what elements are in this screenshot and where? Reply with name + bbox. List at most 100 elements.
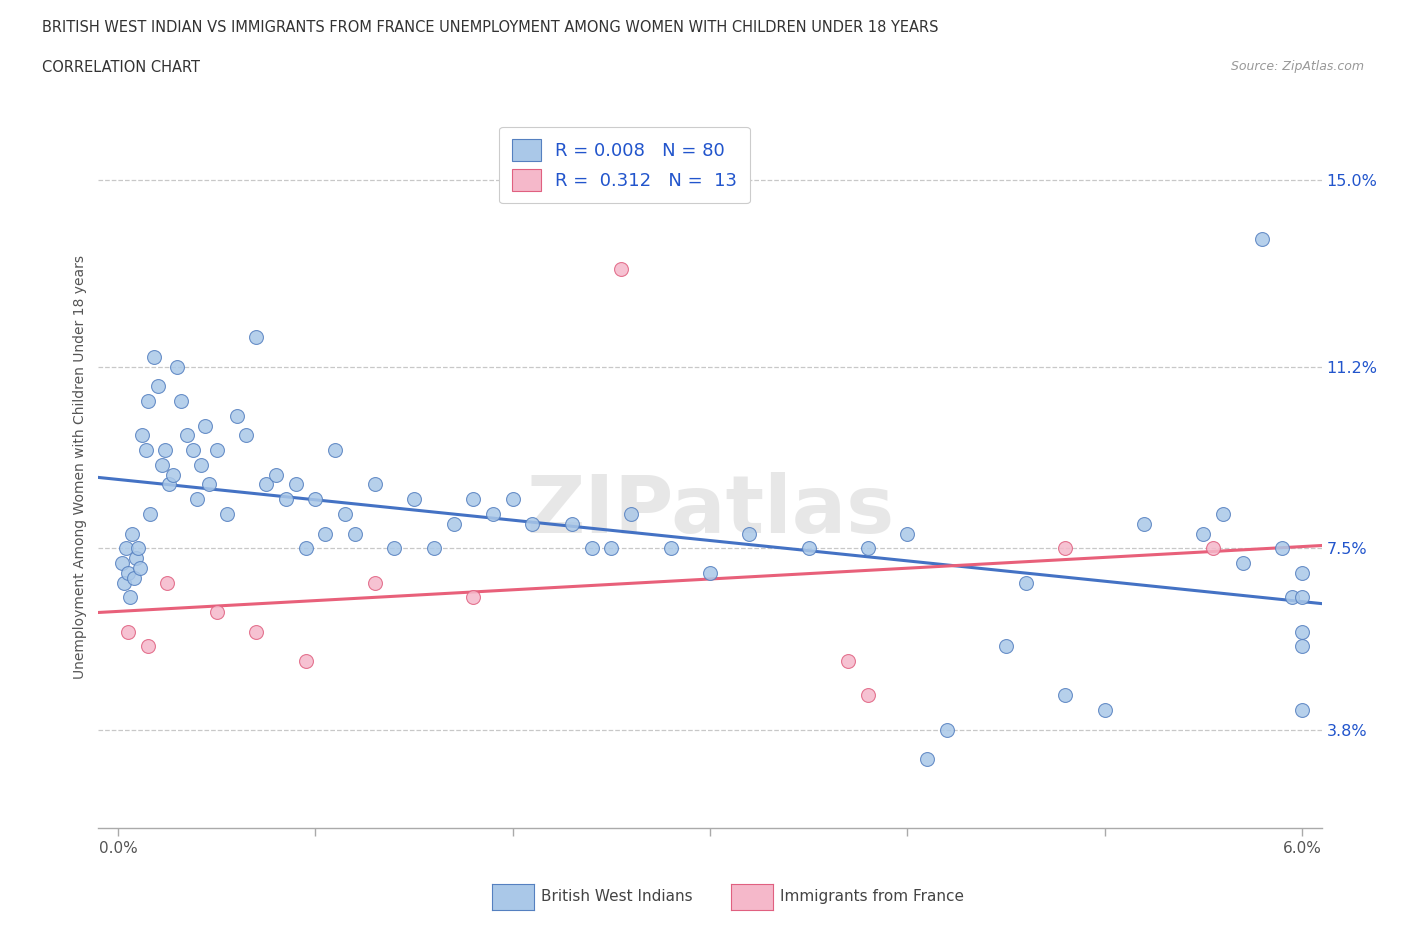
Point <box>363 477 385 492</box>
Point <box>194 418 217 433</box>
Point <box>205 443 228 458</box>
Point <box>896 526 918 541</box>
Point <box>333 507 356 522</box>
Point <box>502 492 524 507</box>
Point <box>146 379 169 394</box>
Y-axis label: Unemployment Among Women with Children Under 18 years: Unemployment Among Women with Children U… <box>73 256 87 679</box>
Point <box>1015 575 1038 590</box>
Point <box>215 507 238 522</box>
Point <box>135 443 157 458</box>
Point <box>155 443 177 458</box>
Point <box>463 590 485 604</box>
Point <box>176 428 198 443</box>
Point <box>181 443 204 458</box>
Point <box>797 540 820 555</box>
Point <box>404 492 426 507</box>
Point <box>274 492 297 507</box>
Point <box>323 443 346 458</box>
Point <box>1291 590 1313 604</box>
Point <box>423 540 446 555</box>
Point <box>198 477 221 492</box>
Point <box>128 561 150 576</box>
Point <box>1212 507 1234 522</box>
Point <box>131 428 153 443</box>
Legend: R = 0.008   N = 80, R =  0.312   N =  13: R = 0.008 N = 80, R = 0.312 N = 13 <box>499 126 749 204</box>
Point <box>1232 555 1254 570</box>
Point <box>382 540 405 555</box>
Text: Source: ZipAtlas.com: Source: ZipAtlas.com <box>1230 60 1364 73</box>
Point <box>111 555 134 570</box>
Point <box>935 723 957 737</box>
Point <box>284 477 307 492</box>
Point <box>138 507 160 522</box>
Point <box>294 540 316 555</box>
Point <box>142 350 165 365</box>
Point <box>314 526 336 541</box>
Point <box>482 507 505 522</box>
Text: ZIPatlas: ZIPatlas <box>526 472 894 550</box>
Point <box>136 639 159 654</box>
Point <box>125 551 148 565</box>
Point <box>856 540 879 555</box>
Point <box>245 624 267 639</box>
Point <box>127 540 149 555</box>
Point <box>738 526 761 541</box>
Point <box>1054 688 1077 703</box>
Text: CORRELATION CHART: CORRELATION CHART <box>42 60 200 75</box>
Point <box>186 492 208 507</box>
Point <box>1281 590 1303 604</box>
Point <box>620 507 643 522</box>
Point <box>166 359 188 374</box>
Point <box>1133 516 1156 531</box>
Point <box>1271 540 1294 555</box>
Point <box>600 540 623 555</box>
Point <box>856 688 879 703</box>
Point <box>1291 565 1313 580</box>
Point <box>581 540 603 555</box>
Point <box>1291 702 1313 717</box>
Point <box>994 639 1017 654</box>
Point <box>304 492 326 507</box>
Point <box>1094 702 1116 717</box>
Point <box>522 516 544 531</box>
Point <box>159 477 181 492</box>
Point <box>1192 526 1215 541</box>
Point <box>294 654 316 669</box>
Point <box>610 261 633 276</box>
Point <box>170 393 193 408</box>
Point <box>699 565 721 580</box>
Point <box>1251 232 1274 246</box>
Point <box>1054 540 1077 555</box>
Point <box>1202 540 1225 555</box>
Point <box>264 467 287 482</box>
Point <box>561 516 583 531</box>
Point <box>190 458 212 472</box>
Point <box>235 428 257 443</box>
Point <box>225 408 247 423</box>
Point <box>136 393 159 408</box>
Point <box>1291 624 1313 639</box>
Point <box>117 624 139 639</box>
Point <box>245 330 267 345</box>
Point <box>205 604 228 619</box>
Point <box>915 751 938 766</box>
Point <box>162 467 184 482</box>
Point <box>254 477 277 492</box>
Point <box>117 565 139 580</box>
Point <box>156 575 179 590</box>
Text: Immigrants from France: Immigrants from France <box>780 889 965 904</box>
Point <box>837 654 859 669</box>
Point <box>1291 639 1313 654</box>
Point <box>343 526 366 541</box>
Point <box>112 575 135 590</box>
Point <box>443 516 465 531</box>
Point <box>659 540 682 555</box>
Point <box>363 575 385 590</box>
Text: BRITISH WEST INDIAN VS IMMIGRANTS FROM FRANCE UNEMPLOYMENT AMONG WOMEN WITH CHIL: BRITISH WEST INDIAN VS IMMIGRANTS FROM F… <box>42 20 939 35</box>
Point <box>121 526 143 541</box>
Point <box>150 458 173 472</box>
Point <box>122 570 145 585</box>
Point <box>463 492 485 507</box>
Point <box>115 540 138 555</box>
Point <box>118 590 141 604</box>
